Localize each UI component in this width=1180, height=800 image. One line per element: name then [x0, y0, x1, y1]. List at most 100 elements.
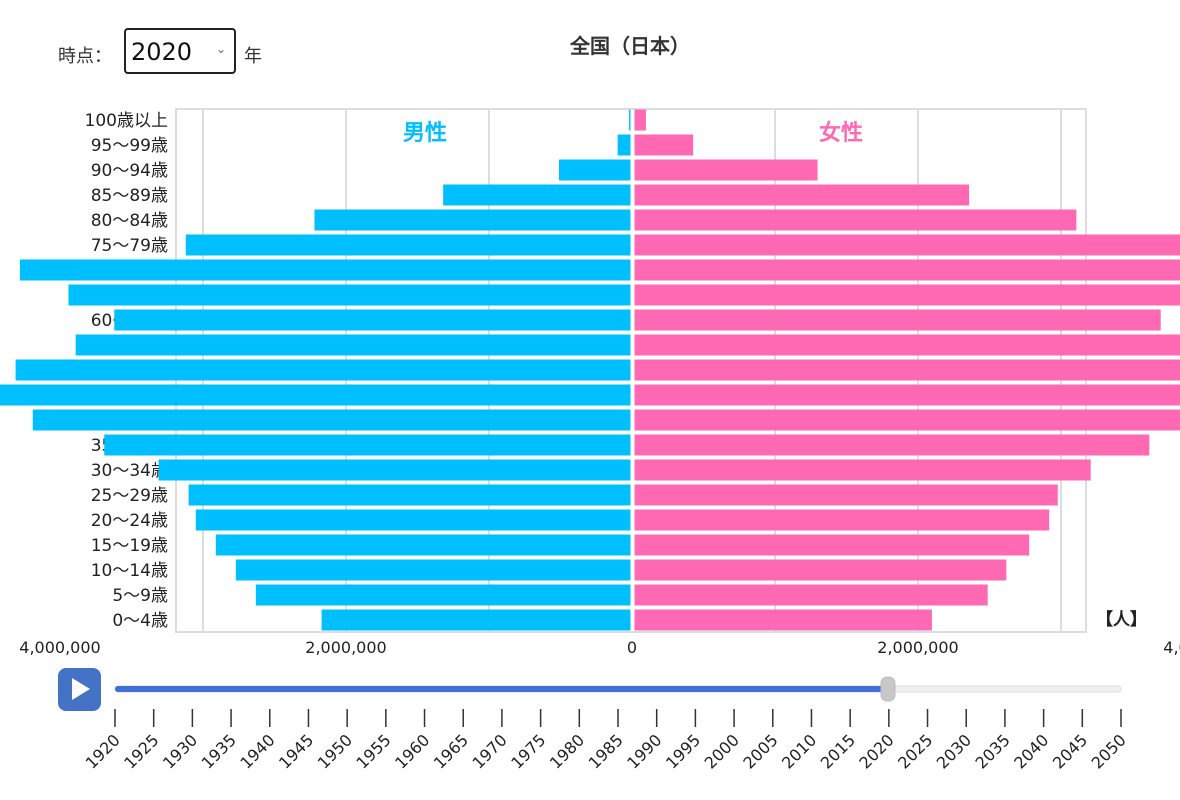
female-bar[interactable]: [634, 484, 1058, 506]
female-bar[interactable]: [634, 209, 1077, 231]
age-group-label: 95～99歳: [91, 136, 168, 156]
male-bar[interactable]: [158, 459, 631, 481]
age-group-label: 15～19歳: [91, 536, 168, 556]
play-icon: [72, 678, 90, 700]
timeline-year-label: 2025: [894, 730, 936, 772]
timeline-year-label: 1925: [120, 730, 162, 772]
year-unit-label: 年: [244, 46, 262, 67]
male-bar[interactable]: [15, 359, 631, 381]
female-bar[interactable]: [634, 559, 1007, 581]
year-select[interactable]: 2020 ⌄: [124, 28, 236, 74]
slider-fill: [115, 686, 888, 692]
male-bar[interactable]: [0, 384, 631, 406]
timeline-year-label: 1965: [430, 730, 472, 772]
chart-title: 全国（日本）: [570, 34, 690, 58]
timeline-year-label: 1955: [352, 730, 394, 772]
female-bar[interactable]: [634, 259, 1180, 281]
timeline-year-label: 1945: [275, 730, 317, 772]
timeline-year-label: 2010: [778, 730, 820, 772]
female-bar[interactable]: [634, 309, 1161, 331]
year-select-value: 2020: [131, 38, 193, 66]
timeline-year-label: 2045: [1049, 730, 1091, 772]
male-bar[interactable]: [215, 534, 631, 556]
timeline-year-label: 1960: [391, 730, 433, 772]
male-bar[interactable]: [185, 234, 631, 256]
timeline-year-label: 1980: [546, 730, 588, 772]
female-bar[interactable]: [634, 234, 1180, 256]
timeline-year-label: 1970: [469, 730, 511, 772]
female-bar[interactable]: [634, 384, 1180, 406]
slider-thumb[interactable]: [880, 676, 896, 702]
time-label: 時点：: [58, 46, 112, 67]
male-bar[interactable]: [19, 259, 631, 281]
age-group-label: 85～89歳: [91, 186, 168, 206]
timeline-year-label: 1990: [623, 730, 665, 772]
female-bar[interactable]: [634, 434, 1150, 456]
timeline-year-label: 1985: [585, 730, 627, 772]
timeline-year-label: 1920: [82, 730, 124, 772]
timeline-year-label: 1930: [159, 730, 201, 772]
unit-label: 【人】: [1096, 609, 1147, 630]
timeline-year-label: 2015: [817, 730, 859, 772]
age-group-label: 25～29歳: [91, 486, 168, 506]
male-series-label: 男性: [403, 121, 447, 146]
male-bar[interactable]: [321, 609, 631, 631]
timeline-year-label: 2005: [739, 730, 781, 772]
female-bar[interactable]: [634, 609, 932, 631]
timeline-year-label: 2040: [1010, 730, 1052, 772]
age-group-label: 100歳以上: [85, 111, 168, 131]
male-bar[interactable]: [617, 134, 631, 156]
female-bar[interactable]: [634, 134, 694, 156]
age-group-label: 80～84歳: [91, 211, 168, 231]
x-tick-label: 2,000,000: [305, 638, 386, 657]
age-group-label: 5～9歳: [112, 586, 168, 606]
x-tick-label: 4,000,000: [1163, 638, 1180, 657]
timeline-year-label: 2020: [855, 730, 897, 772]
female-bar[interactable]: [634, 334, 1180, 356]
timeline-year-label: 1975: [507, 730, 549, 772]
x-tick-label: 4,000,000: [19, 638, 100, 657]
female-bar[interactable]: [634, 509, 1050, 531]
timeline-year-label: 1950: [314, 730, 356, 772]
male-bar[interactable]: [314, 209, 631, 231]
timeline-year-label: 2000: [701, 730, 743, 772]
timeline-year-label: 1940: [236, 730, 278, 772]
male-bar[interactable]: [559, 159, 631, 181]
age-group-label: 20～24歳: [91, 511, 168, 531]
female-bar[interactable]: [634, 284, 1180, 306]
male-bar[interactable]: [629, 109, 631, 131]
timeline-year-label: 2035: [972, 730, 1014, 772]
female-bar[interactable]: [634, 109, 646, 131]
age-group-label: 75～79歳: [91, 236, 168, 256]
male-bar[interactable]: [68, 284, 631, 306]
male-bar[interactable]: [443, 184, 631, 206]
timeline-year-label: 2050: [1088, 730, 1130, 772]
female-bar[interactable]: [634, 359, 1180, 381]
male-bar[interactable]: [188, 484, 631, 506]
male-bar[interactable]: [32, 409, 631, 431]
male-bar[interactable]: [235, 559, 631, 581]
male-bar[interactable]: [114, 309, 631, 331]
chevron-down-icon: ⌄: [215, 42, 226, 56]
female-bar[interactable]: [634, 534, 1030, 556]
male-bar[interactable]: [195, 509, 631, 531]
play-button[interactable]: [58, 668, 101, 711]
female-bar[interactable]: [634, 409, 1180, 431]
timeline-year-label: 2030: [933, 730, 975, 772]
x-tick-label: 2,000,000: [877, 638, 958, 657]
female-series-label: 女性: [819, 120, 863, 146]
female-bar[interactable]: [634, 584, 988, 606]
female-bar[interactable]: [634, 184, 970, 206]
age-group-label: 0～4歳: [112, 611, 168, 631]
male-bar[interactable]: [104, 434, 631, 456]
age-group-label: 30～34歳: [91, 461, 168, 481]
x-tick-label: 0: [627, 638, 637, 657]
age-group-label: 10～14歳: [91, 561, 168, 581]
female-bar[interactable]: [634, 159, 818, 181]
male-bar[interactable]: [255, 584, 631, 606]
male-bar[interactable]: [75, 334, 631, 356]
timeline-year-label: 1935: [198, 730, 240, 772]
timeline-year-label: 1995: [662, 730, 704, 772]
female-bar[interactable]: [634, 459, 1091, 481]
